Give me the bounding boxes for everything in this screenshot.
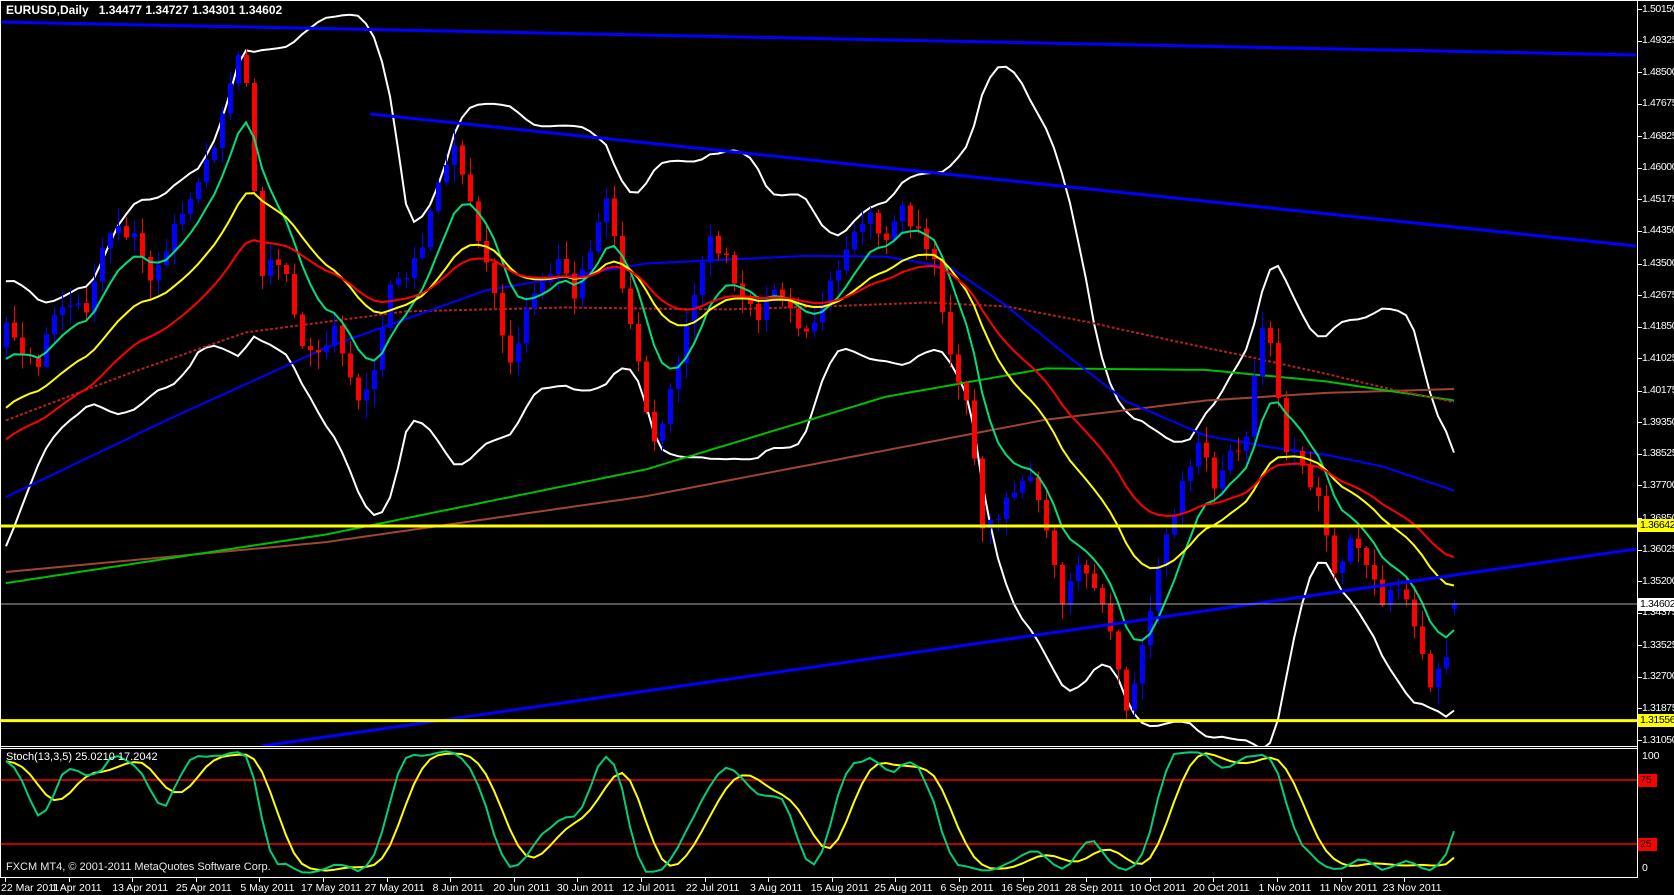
price-axis-label: 1.44350 — [1642, 224, 1674, 237]
price-axis-label: 1.36025 — [1642, 543, 1674, 556]
stoch-level-badge: 25 — [1638, 837, 1657, 851]
date-label: 17 May 2011 — [301, 882, 361, 894]
price-axis-label: 1.31875 — [1642, 701, 1674, 714]
stoch-layer — [0, 750, 1637, 874]
date-label: 20 Jun 2011 — [493, 882, 551, 894]
price-axis-label: 1.50150 — [1642, 2, 1674, 15]
symbol-period-label: EURUSD,Daily — [6, 3, 89, 17]
stoch-main-line — [5, 750, 1455, 874]
ma-dotted-red — [5, 301, 1455, 422]
footer-credit: FXCM MT4, © 2001-2011 MetaQuotes Softwar… — [6, 861, 271, 873]
date-label: 23 Nov 2011 — [1382, 882, 1442, 894]
date-label: 20 Oct 2011 — [1193, 882, 1250, 894]
date-label: 25 Apr 2011 — [175, 882, 232, 894]
chart-title: EURUSD,Daily 1.34477 1.34727 1.34301 1.34… — [6, 3, 282, 17]
date-label: 12 Jul 2011 — [622, 882, 676, 894]
price-axis-label: 1.45175 — [1642, 192, 1674, 205]
price-axis-label: 1.47675 — [1642, 97, 1674, 110]
date-label: 1 Apr 2011 — [51, 882, 102, 894]
price-axis-label: 1.46825 — [1642, 129, 1674, 142]
price-axis-label: 1.39350 — [1642, 415, 1674, 428]
stoch-panel-label: Stoch(13,3,5) 25.0210 17.2042 — [6, 751, 158, 763]
date-label: 25 Aug 2011 — [874, 882, 933, 894]
date-label: 10 Oct 2011 — [1129, 882, 1187, 894]
slow-ma-brown — [5, 388, 1455, 573]
date-label: 27 May 2011 — [364, 882, 425, 894]
date-label: 22 Mar 2011 — [1, 882, 60, 894]
price-axis-label: 1.38525 — [1642, 447, 1674, 460]
date-label: 3 Aug 2011 — [750, 882, 803, 894]
date-label: 28 Sep 2011 — [1064, 882, 1124, 894]
trendline-2[interactable] — [369, 112, 1637, 248]
price-axis-label: 1.31050 — [1642, 733, 1674, 746]
price-axis-label: 1.48500 — [1642, 65, 1674, 78]
trendline-3[interactable] — [261, 547, 1637, 746]
date-label: 13 Apr 2011 — [112, 882, 169, 894]
ema-fast-line — [5, 120, 1455, 642]
date-label: 15 Aug 2011 — [810, 882, 869, 894]
main-chart-layer — [0, 13, 1637, 746]
ma-blue — [5, 254, 1455, 498]
ema-slow-line — [5, 239, 1455, 559]
price-highlight-badge: 1.34602 — [1638, 597, 1674, 611]
price-axis-label: 1.49325 — [1642, 34, 1674, 47]
price-axis-label: 1.42675 — [1642, 288, 1674, 301]
ohlc-values: 1.34477 1.34727 1.34301 1.34602 — [98, 3, 283, 17]
price-axis-label: 1.37700 — [1642, 478, 1674, 491]
price-axis-label: 1.41850 — [1642, 320, 1674, 333]
stoch-scale-100: 100 — [1642, 750, 1660, 762]
price-axis-label: 1.35200 — [1642, 574, 1674, 587]
date-label: 6 Sep 2011 — [940, 882, 994, 894]
stoch-level-badge: 75 — [1638, 773, 1657, 787]
price-highlight-badge: 1.31556 — [1638, 714, 1674, 728]
trendline-1[interactable] — [0, 20, 1637, 57]
date-label: 22 Jul 2011 — [685, 882, 740, 894]
date-label: 11 Nov 2011 — [1319, 882, 1378, 894]
stoch-scale-0: 0 — [1642, 862, 1648, 874]
date-label: 30 Jun 2011 — [556, 882, 614, 894]
price-axis-label: 1.32700 — [1642, 670, 1674, 683]
date-label: 1 Nov 2011 — [1258, 882, 1312, 894]
bollinger-lower-band — [5, 335, 1455, 746]
date-label: 8 Jun 2011 — [432, 882, 484, 894]
price-axis-label: 1.33525 — [1642, 638, 1674, 651]
price-axis-label: 1.46000 — [1642, 161, 1674, 174]
price-axis-label: 1.43500 — [1642, 257, 1674, 269]
date-label: 16 Sep 2011 — [1001, 882, 1060, 894]
slow-ma-green — [5, 367, 1455, 585]
date-label: 5 May 2011 — [240, 882, 295, 894]
price-highlight-badge: 1.36642 — [1638, 519, 1674, 533]
price-axis-label: 1.40175 — [1642, 384, 1674, 397]
price-axis-label: 1.41025 — [1642, 351, 1674, 364]
stoch-signal-line — [5, 752, 1455, 872]
